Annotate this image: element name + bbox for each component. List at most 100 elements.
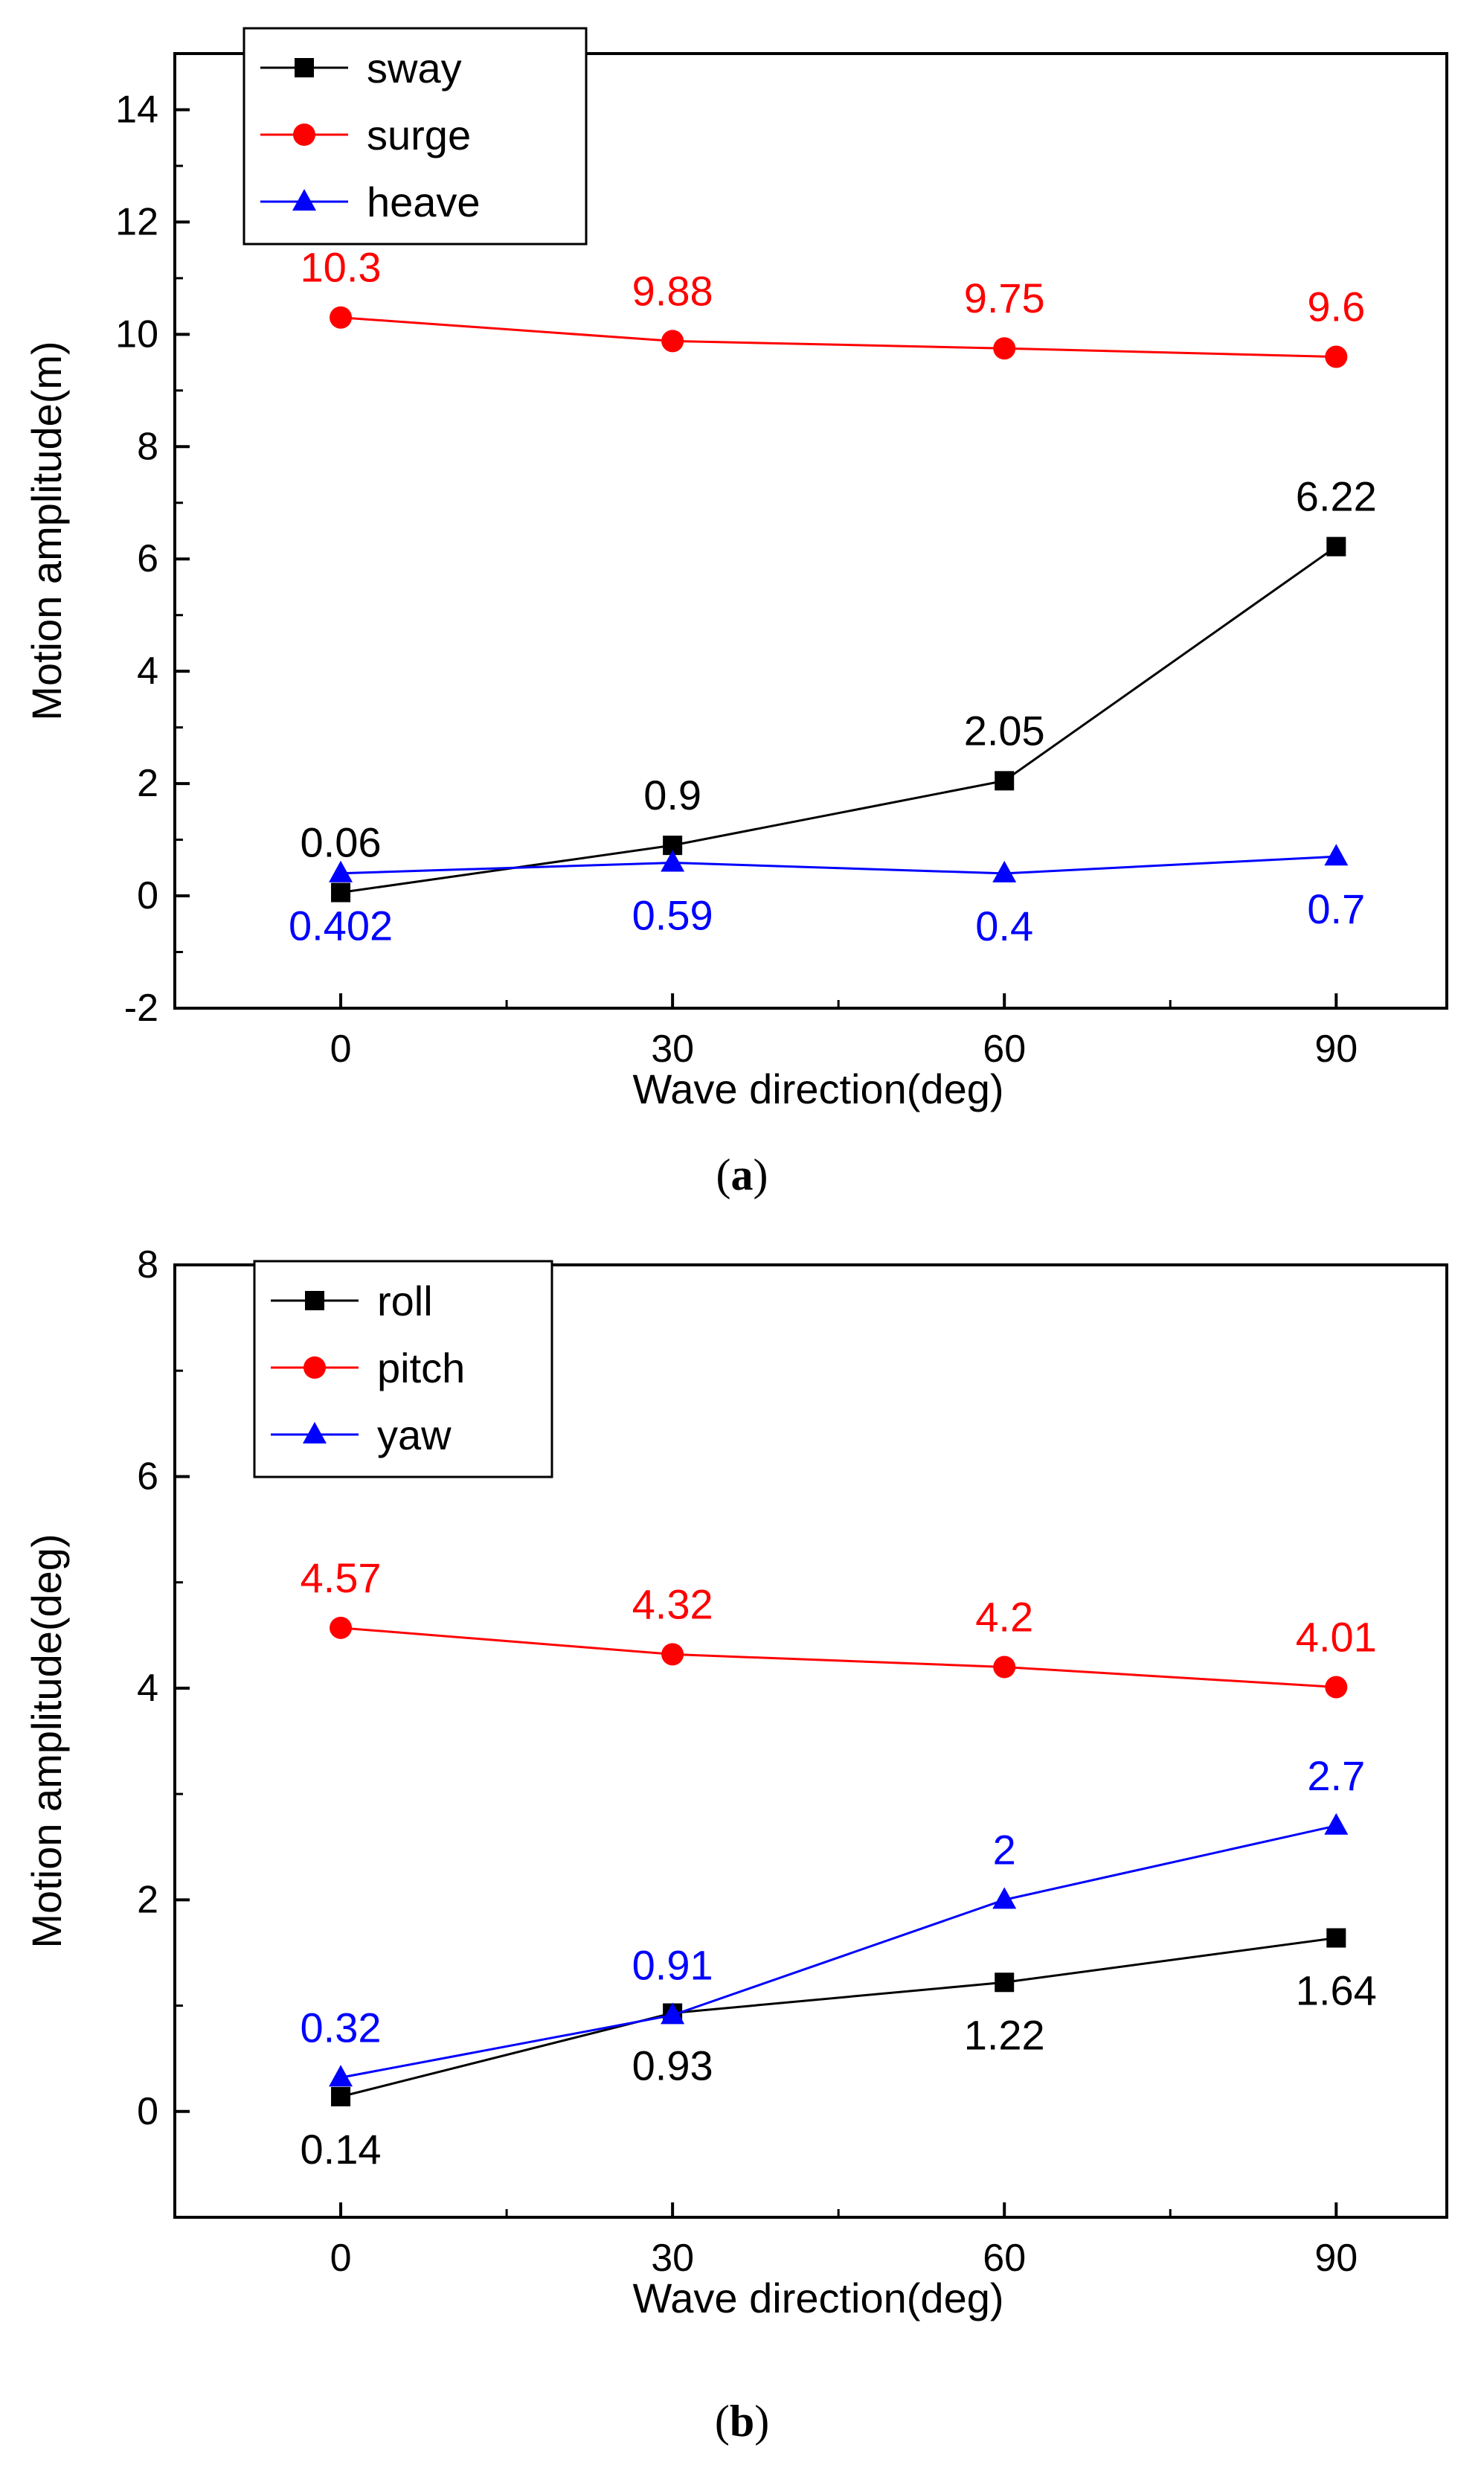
- series-heave-line: [340, 855, 1337, 875]
- series-roll-point: [1326, 1928, 1346, 1948]
- series-surge-point: [1325, 345, 1348, 368]
- series-sway-data-label: 2.05: [964, 707, 1045, 754]
- series-heave-point: [1324, 844, 1349, 866]
- series-sway-data-label: 6.22: [1296, 473, 1377, 520]
- series-heave-data-label: 0.4: [975, 903, 1033, 949]
- series-surge-data-label: 9.6: [1307, 283, 1365, 330]
- series-surge-point: [993, 337, 1016, 360]
- legend-yaw-label: yaw: [377, 1411, 452, 1458]
- series-roll-data-label: 1.22: [964, 2011, 1045, 2058]
- series-yaw-line: [340, 1824, 1337, 2079]
- y-tick-label: 10: [115, 313, 158, 356]
- series-surge-data-label: 10.3: [301, 244, 382, 291]
- series-sway-point: [995, 771, 1015, 791]
- series-roll-point: [995, 1972, 1015, 1993]
- x-tick-label: 30: [651, 1028, 694, 1071]
- series-pitch-data-label: 4.57: [301, 1554, 382, 1601]
- series-roll-data-label: 1.64: [1296, 1967, 1377, 2014]
- series-surge-data-label: 9.75: [964, 275, 1045, 321]
- series-heave-point: [992, 860, 1017, 882]
- y-tick-label: 6: [137, 1455, 158, 1498]
- series-pitch-point: [661, 1643, 684, 1666]
- series-heave-data-label: 0.7: [1307, 885, 1365, 932]
- y-tick-label: 6: [137, 537, 158, 580]
- caption-b-letter: b: [729, 2397, 755, 2446]
- y-tick-label: 14: [115, 88, 158, 131]
- series-yaw-data-label: 0.32: [301, 2004, 382, 2051]
- caption-b: (b): [714, 2397, 770, 2446]
- series-sway-data-label: 0.9: [643, 772, 701, 818]
- legend-pitch-marker: [303, 1356, 326, 1379]
- series-heave-point: [661, 850, 685, 872]
- series-roll-data-label: 0.14: [301, 2126, 382, 2173]
- series-pitch-data-label: 4.01: [1296, 1613, 1377, 1660]
- legend: roll pitch yaw: [253, 1260, 553, 1478]
- x-tick-label: 30: [651, 2237, 694, 2280]
- legend-sway-label: sway: [367, 45, 462, 92]
- series-pitch-point: [330, 1616, 353, 1639]
- legend-sway-marker: [295, 58, 314, 77]
- y-tick-label: -2: [124, 987, 158, 1030]
- series-sway-data-label: 0.06: [301, 819, 382, 866]
- legend-roll-label: roll: [377, 1278, 433, 1324]
- series-heave-data-label: 0.402: [289, 903, 393, 949]
- series-pitch-data-label: 4.2: [975, 1593, 1033, 1640]
- legend-heave-marker: [292, 189, 316, 211]
- y-axis-title: Motion amplitude(m): [23, 341, 70, 720]
- y-tick-label: 2: [137, 1878, 158, 1921]
- x-tick-label: 60: [983, 1028, 1026, 1071]
- series-yaw: 0.32 0.91 2 2.7: [301, 1752, 1365, 2087]
- y-axis-title: Motion amplitude(deg): [23, 1533, 70, 1948]
- caption-a: (a): [716, 1150, 768, 1199]
- series-yaw-point: [1324, 1813, 1349, 1835]
- series-yaw-point: [329, 2065, 353, 2087]
- plot-frame: [173, 1263, 1448, 2219]
- series-surge-line: [340, 316, 1337, 359]
- legend-pitch-label: pitch: [377, 1345, 465, 1391]
- series-surge-point: [661, 330, 684, 353]
- series-roll-line: [340, 1937, 1337, 2098]
- legend-yaw-marker: [303, 1422, 327, 1443]
- series-pitch-data-label: 4.32: [632, 1580, 713, 1627]
- series-roll-point: [331, 2086, 351, 2106]
- x-tick-label: 90: [1314, 2237, 1358, 2280]
- y-tick-label: 2: [137, 762, 158, 805]
- y-tick-label: 0: [137, 874, 158, 917]
- legend-roll-marker: [305, 1291, 324, 1310]
- series-sway-point: [331, 882, 351, 903]
- series-yaw-data-label: 2.7: [1307, 1752, 1365, 1799]
- legend-surge-label: surge: [367, 112, 471, 158]
- legend: sway surge heave: [242, 27, 588, 246]
- chart-b-svg: 0 2 4 6 8 0 30 60 90 Wave direction(deg) Motion am…: [23, 1243, 1448, 2321]
- series-heave-point: [329, 860, 353, 882]
- series-yaw-data-label: 2: [993, 1826, 1016, 1873]
- chart-panel-a: -2 0 2 4 6 8 10 12 14 0 30 60 90 Wave direction(deg) M…: [0, 0, 1484, 1235]
- series-heave-data-label: 0.59: [632, 892, 713, 939]
- chart-panel-b: 0 2 4 6 8 0 30 60 90 Wave direction(deg) Motion am…: [0, 1235, 1484, 2471]
- series-sway-point: [1326, 536, 1346, 557]
- x-axis-title: Wave direction(deg): [632, 1065, 1003, 1112]
- chart-a-svg: -2 0 2 4 6 8 10 12 14 0 30 60 90 Wave direction(deg) M…: [23, 27, 1448, 1112]
- series-sway-line: [340, 545, 1337, 894]
- series-sway: 0.06 0.9 2.05 6.22: [301, 473, 1377, 903]
- series-pitch-point: [1325, 1676, 1348, 1699]
- series-yaw-data-label: 0.91: [632, 1941, 713, 1988]
- legend-surge-marker: [293, 124, 315, 146]
- series-roll-data-label: 0.93: [632, 2042, 713, 2089]
- series-surge-data-label: 9.88: [632, 267, 713, 314]
- series-pitch-point: [993, 1656, 1016, 1679]
- series-surge: 10.3 9.88 9.75 9.6: [301, 244, 1365, 368]
- y-tick-label: 8: [137, 1243, 158, 1286]
- x-tick-label: 0: [330, 2237, 352, 2280]
- y-tick-label: 8: [137, 425, 158, 468]
- y-tick-label: 12: [115, 200, 158, 243]
- series-pitch: 4.57 4.32 4.2 4.01: [301, 1554, 1377, 1699]
- series-roll: 0.14 0.93 1.22 1.64: [301, 1928, 1377, 2173]
- y-tick-label: 4: [137, 1667, 158, 1710]
- series-pitch-line: [340, 1626, 1337, 1688]
- y-tick-label: 0: [137, 2090, 158, 2133]
- legend-heave-label: heave: [367, 179, 481, 225]
- caption-a-letter: a: [730, 1150, 754, 1199]
- x-tick-label: 0: [330, 1028, 352, 1071]
- x-axis-title: Wave direction(deg): [632, 2275, 1003, 2321]
